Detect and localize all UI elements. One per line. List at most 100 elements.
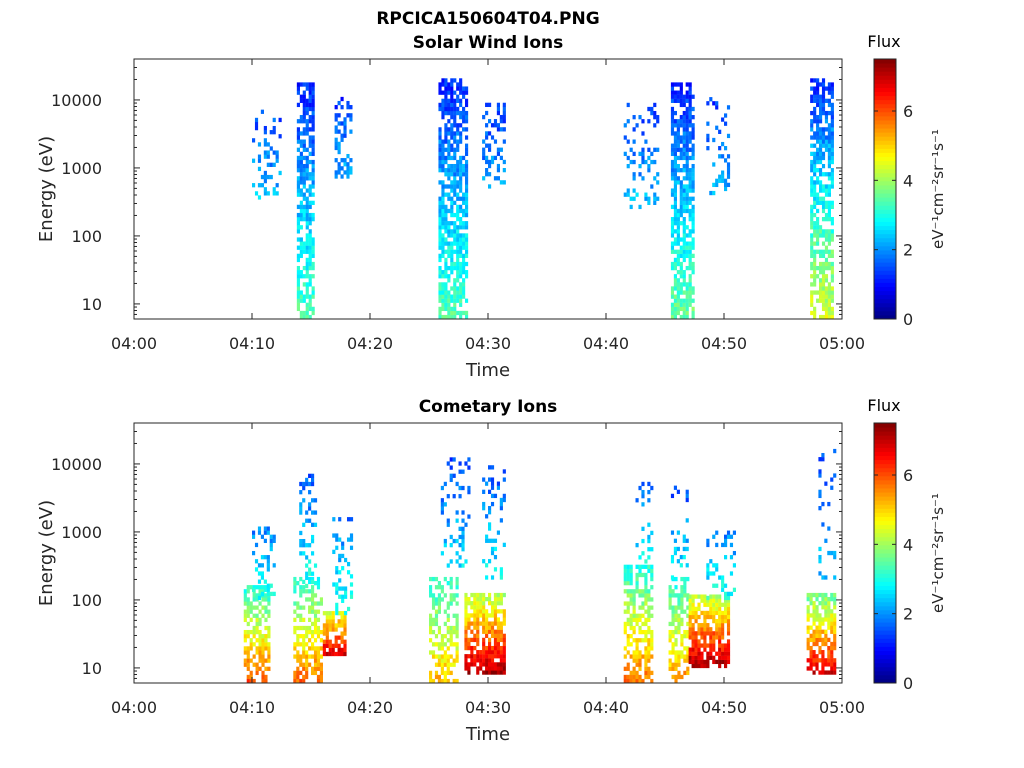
heatmap-cell — [464, 233, 469, 238]
heatmap-cell — [444, 86, 448, 91]
heatmap-cell — [325, 611, 329, 616]
heatmap-cell — [726, 655, 731, 660]
heatmap-cell — [328, 651, 332, 657]
heatmap-cell — [691, 123, 695, 128]
heatmap-cell — [349, 537, 354, 542]
heatmap-cell — [485, 563, 489, 568]
heatmap-cell — [450, 131, 454, 136]
heatmap-cell — [815, 609, 819, 614]
heatmap-cell — [626, 638, 630, 643]
heatmap-cell — [818, 645, 822, 651]
heatmap-cell — [308, 98, 312, 103]
heatmap-cell — [311, 666, 315, 671]
heatmap-cell — [712, 101, 716, 106]
heatmap-cell — [444, 282, 448, 287]
heatmap-cell — [700, 643, 704, 648]
heatmap-cell — [308, 221, 312, 226]
heatmap-cell — [827, 147, 831, 152]
heatmap-cell — [490, 123, 495, 128]
heatmap-cell — [302, 119, 306, 124]
heatmap-cell — [447, 245, 451, 250]
heatmap-cell — [827, 110, 831, 116]
heatmap-cell — [644, 576, 648, 582]
heatmap-cell — [467, 621, 471, 626]
heatmap-cell — [824, 310, 829, 316]
heatmap-cell — [462, 196, 466, 201]
heatmap-cell — [429, 589, 433, 594]
colorbar-segment — [874, 516, 896, 521]
heatmap-cell — [485, 538, 489, 543]
heatmap-cell — [827, 143, 831, 148]
heatmap-cell — [443, 674, 447, 680]
heatmap-cell — [679, 286, 683, 291]
heatmap-cell — [638, 555, 642, 560]
heatmap-cell — [697, 663, 701, 669]
heatmap-cell — [694, 655, 698, 660]
heatmap-cell — [488, 641, 492, 647]
heatmap-cell — [311, 184, 315, 189]
heatmap-cell — [467, 465, 471, 470]
heatmap-cell — [459, 310, 463, 316]
heatmap-cell — [638, 485, 642, 491]
heatmap-cell — [311, 163, 315, 169]
heatmap-cell — [473, 637, 477, 643]
heatmap-cell — [305, 481, 309, 487]
heatmap-cell — [441, 159, 445, 165]
heatmap-cell — [676, 135, 680, 140]
heatmap-cell — [626, 576, 630, 582]
heatmap-cell — [706, 137, 710, 143]
heatmap-cell — [263, 130, 267, 135]
heatmap-cell — [676, 294, 680, 299]
heatmap-cell — [452, 658, 456, 663]
heatmap-cell — [305, 131, 309, 136]
heatmap-cell — [824, 629, 828, 634]
heatmap-cell — [334, 145, 338, 151]
heatmap-cell — [446, 563, 450, 568]
heatmap-cell — [691, 606, 695, 611]
heatmap-cell — [257, 571, 262, 576]
heatmap-cell — [441, 294, 445, 299]
heatmap-cell — [724, 542, 728, 548]
heatmap-cell — [709, 635, 713, 640]
heatmap-cell — [302, 176, 306, 181]
heatmap-cell — [340, 619, 344, 624]
heatmap-cell — [694, 618, 698, 624]
heatmap-cell — [499, 497, 503, 503]
heatmap-cell — [688, 139, 692, 144]
heatmap-cell — [499, 645, 503, 651]
heatmap-cell — [709, 655, 713, 660]
heatmap-cell — [447, 249, 451, 254]
heatmap-cell — [496, 666, 500, 671]
heatmap-cell — [656, 147, 660, 152]
heatmap-cell — [647, 670, 651, 676]
heatmap-cell — [821, 127, 826, 132]
heatmap-cell — [296, 90, 300, 95]
heatmap-cell — [502, 110, 506, 116]
heatmap-cell — [431, 601, 436, 606]
heatmap-cell — [261, 646, 265, 651]
heatmap-cell — [311, 159, 315, 165]
heatmap-cell — [635, 670, 639, 676]
heatmap-cell — [688, 208, 692, 214]
heatmap-cell — [635, 642, 639, 647]
heatmap-cell — [490, 546, 495, 552]
heatmap-cell — [641, 605, 645, 610]
heatmap-cell — [246, 589, 250, 594]
colorbar-segment — [874, 459, 896, 465]
heatmap-cell — [818, 559, 822, 564]
heatmap-cell — [824, 290, 829, 295]
heatmap-cell — [444, 172, 448, 177]
heatmap-cell — [670, 176, 675, 181]
heatmap-cell — [467, 654, 471, 659]
heatmap-cell — [299, 245, 303, 250]
heatmap-cell — [813, 94, 817, 99]
heatmap-cell — [688, 94, 692, 99]
heatmap-cell — [679, 168, 683, 173]
heatmap-cell — [677, 674, 681, 680]
heatmap-cell — [429, 585, 433, 590]
heatmap-cell — [683, 658, 687, 663]
heatmap-cell — [311, 597, 315, 602]
heatmap-cell — [677, 662, 681, 667]
heatmap-cell — [464, 245, 469, 250]
heatmap-cell — [308, 617, 312, 623]
